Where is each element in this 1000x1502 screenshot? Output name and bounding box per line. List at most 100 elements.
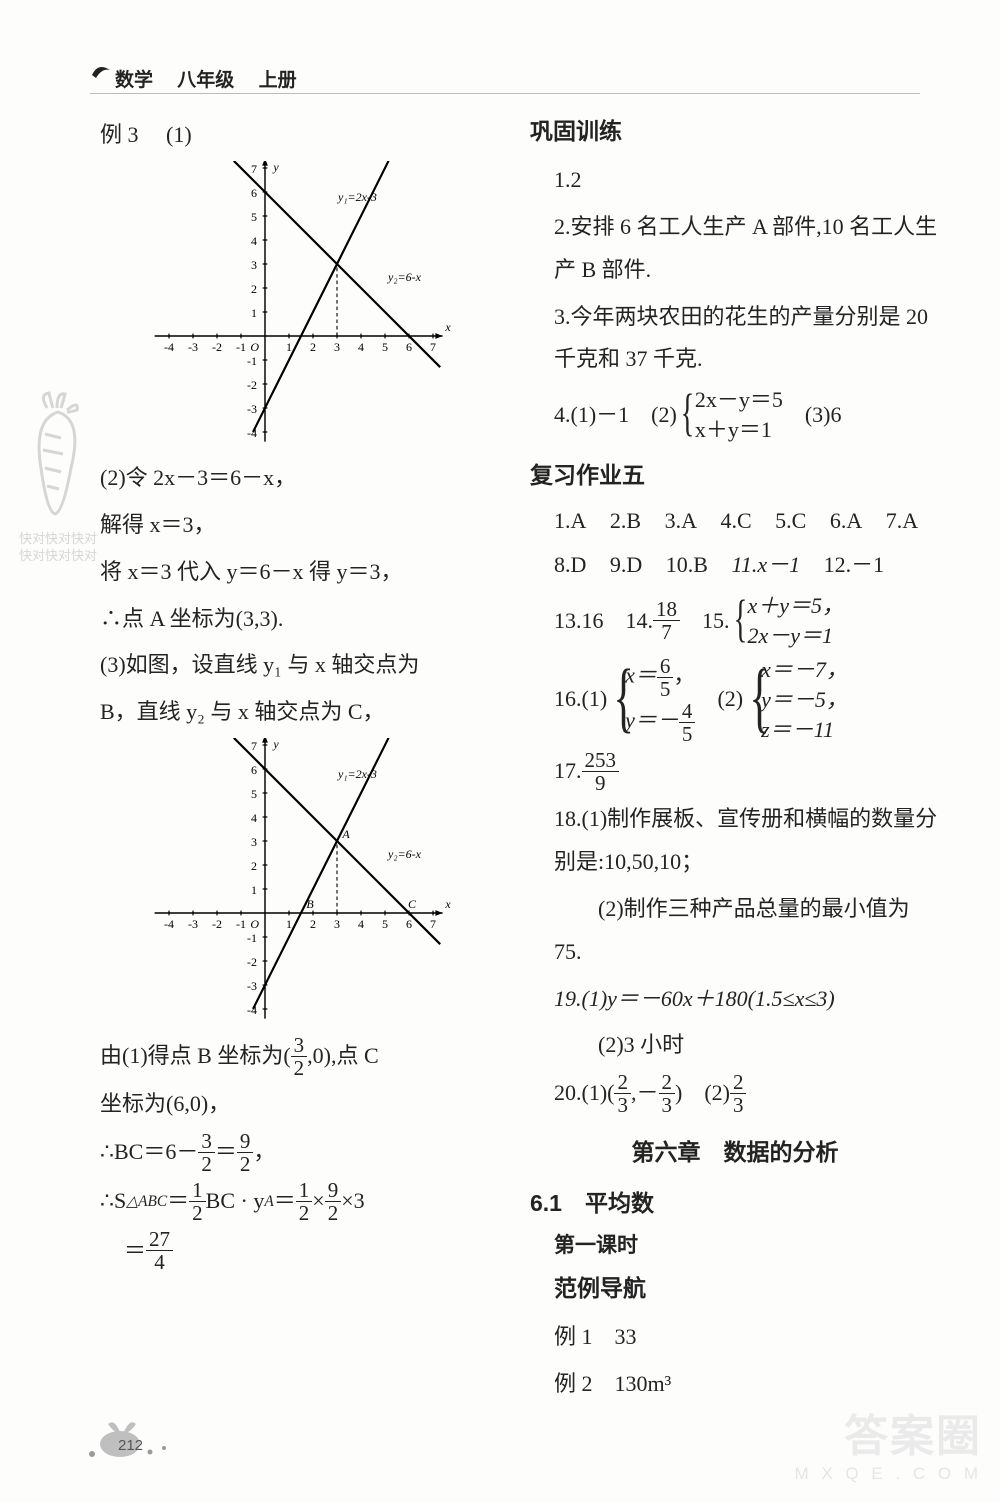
example3-label: 例 3 (1) [100, 114, 500, 157]
svg-text:-1: -1 [236, 917, 246, 931]
fanli: 范例导航 [530, 1267, 940, 1312]
svg-text:x: x [444, 897, 451, 911]
a4-r2: x＋y＝1 [695, 415, 783, 445]
consolidation-title: 巩固训练 [530, 110, 940, 155]
svg-text:y₂=6-x: y₂=6-x [387, 847, 422, 861]
c4-e: ×3 [341, 1180, 364, 1223]
c3-f1: 32 [198, 1130, 215, 1175]
mc2: 2.B [610, 500, 641, 543]
mc7: 7.A [886, 500, 918, 543]
r20-m1: ,－ [631, 1072, 659, 1115]
r15-pre: 15. [680, 600, 730, 643]
r20-f2: 23 [659, 1071, 676, 1116]
c4-c: ＝ [274, 1180, 296, 1223]
ans2: 2.安排 6 名工人生产 A 部件,10 名工人生产 B 部件. [530, 206, 940, 292]
mc6: 6.A [830, 500, 862, 543]
l-step3b: B，直线 y₂ 与 x 轴交点为 C， [100, 691, 500, 734]
c3-suf: ， [253, 1131, 275, 1174]
r19b: (2)3 小时 [530, 1024, 940, 1067]
r16a-r1-pre: x＝ [625, 662, 657, 687]
svg-text:A: A [341, 827, 350, 841]
page-header: 数学 八年级 上册 [115, 65, 297, 92]
r18a: 18.(1)制作展板、宣传册和横幅的数量分别是:10,50,10； [530, 798, 940, 884]
mc9: 9.D [610, 544, 642, 587]
svg-text:-2: -2 [212, 917, 222, 931]
svg-text:-3: -3 [247, 402, 257, 416]
r16a-r2-f: 45 [679, 700, 696, 745]
svg-text:6: 6 [406, 917, 412, 931]
r16b-sys: x＝－7， y＝－5， z＝－11 [743, 655, 848, 744]
mc8: 8.D [554, 544, 586, 587]
svg-text:y: y [272, 738, 279, 751]
r20-pre: 20.(1)( [554, 1072, 614, 1115]
ex3-part1: (1) [166, 122, 192, 147]
svg-text:1: 1 [286, 340, 292, 354]
calc1-pre: 由(1)得点 B 坐标为( [100, 1035, 291, 1078]
hdr-volume: 上册 [259, 70, 297, 91]
l-calc1: 由(1)得点 B 坐标为( 32 ,0),点 C [100, 1034, 500, 1079]
svg-text:5: 5 [251, 210, 257, 224]
chapter-title: 第六章 数据的分析 [530, 1130, 940, 1175]
r16-pre: 16.(1) [554, 678, 607, 721]
svg-text:-1: -1 [247, 931, 257, 945]
c5-a: ＝ [124, 1230, 146, 1273]
c3-f2: 92 [237, 1130, 254, 1175]
watermark-line-2: 快对快对快对 [18, 548, 98, 565]
svg-text:-3: -3 [247, 979, 257, 993]
graph-2: -4-3-2-1 1234567 1234567 -1-2-3-4 O x y … [120, 738, 480, 1028]
svg-text:-2: -2 [212, 340, 222, 354]
a4-pre: 4.(1)－1 (2) [554, 394, 677, 437]
svg-text:3: 3 [251, 835, 257, 849]
svg-text:-2: -2 [247, 955, 257, 969]
c4-f1: 12 [189, 1179, 206, 1224]
ans3: 3.今年两块农田的花生的产量分别是 20 千克和 37 千克. [530, 296, 940, 382]
r17: 17. 2539 [530, 749, 940, 794]
svg-text:6: 6 [406, 340, 412, 354]
r19a: 19.(1)y＝－60x＋180(1.5≤x≤3) [530, 978, 940, 1021]
mc1: 1.A [554, 500, 586, 543]
svg-text:C: C [408, 897, 417, 911]
lesson1: 第一课时 [530, 1226, 940, 1267]
l-calc5: ＝ 274 [100, 1228, 500, 1273]
svg-text:2: 2 [251, 859, 257, 873]
svg-text:4: 4 [358, 917, 364, 931]
wm-small: M X Q E . C O M [794, 1464, 982, 1484]
l-step2b: 解得 x＝3， [100, 504, 500, 547]
svg-text:1: 1 [286, 917, 292, 931]
svg-text:3: 3 [251, 258, 257, 272]
svg-text:-4: -4 [247, 1003, 257, 1017]
svg-text:-2: -2 [247, 378, 257, 392]
r16a-r2-pre: y＝－ [625, 707, 679, 732]
r16b-r3: z＝－11 [761, 715, 848, 745]
hdr-subject: 数学 [115, 70, 153, 91]
watermark-bottom-right: 答案圈 M X Q E . C O M [794, 1400, 982, 1484]
svg-text:2: 2 [310, 340, 316, 354]
ex3-num: 例 3 [100, 122, 139, 147]
svg-text:4: 4 [251, 234, 257, 248]
svg-text:y₂=6-x: y₂=6-x [387, 270, 422, 284]
r13-15: 13.16 14. 187 15. x＋y＝5， 2x－y＝1 [530, 591, 940, 650]
c4-b: BC · y [206, 1180, 265, 1223]
svg-text:3: 3 [334, 917, 340, 931]
svg-text:7: 7 [430, 340, 436, 354]
svg-text:7: 7 [251, 162, 257, 176]
svg-text:y₁=2x-3: y₁=2x-3 [337, 190, 377, 204]
c4-f3: 92 [325, 1179, 342, 1224]
mc-row-1: 1.A 2.B 3.A 4.C 5.C 6.A 7.A [530, 500, 940, 543]
svg-text:O: O [250, 340, 259, 354]
mc4: 4.C [720, 500, 751, 543]
r17-pre: 17. [554, 750, 582, 793]
graph-1: -4-3-2-1 1234567 1234567 -1-2-3-4 O x y … [120, 161, 480, 451]
r16a-r2: y＝－45 [625, 700, 695, 745]
c4-sub: △ABC [126, 1187, 167, 1217]
svg-text:2: 2 [310, 917, 316, 931]
r16a-r1-f: 65 [657, 655, 674, 700]
ans1: 1.2 [530, 159, 940, 202]
l-step2a: (2)令 2x－3＝6－x， [100, 457, 500, 500]
a4-sys: 2x－y＝5 x＋y＝1 [677, 385, 783, 444]
swoosh-icon [90, 60, 112, 82]
r16-mid: (2) [695, 678, 743, 721]
svg-text:4: 4 [251, 811, 257, 825]
c5-frac: 274 [146, 1228, 173, 1273]
r18b: (2)制作三种产品总量的最小值为 75. [530, 888, 940, 974]
